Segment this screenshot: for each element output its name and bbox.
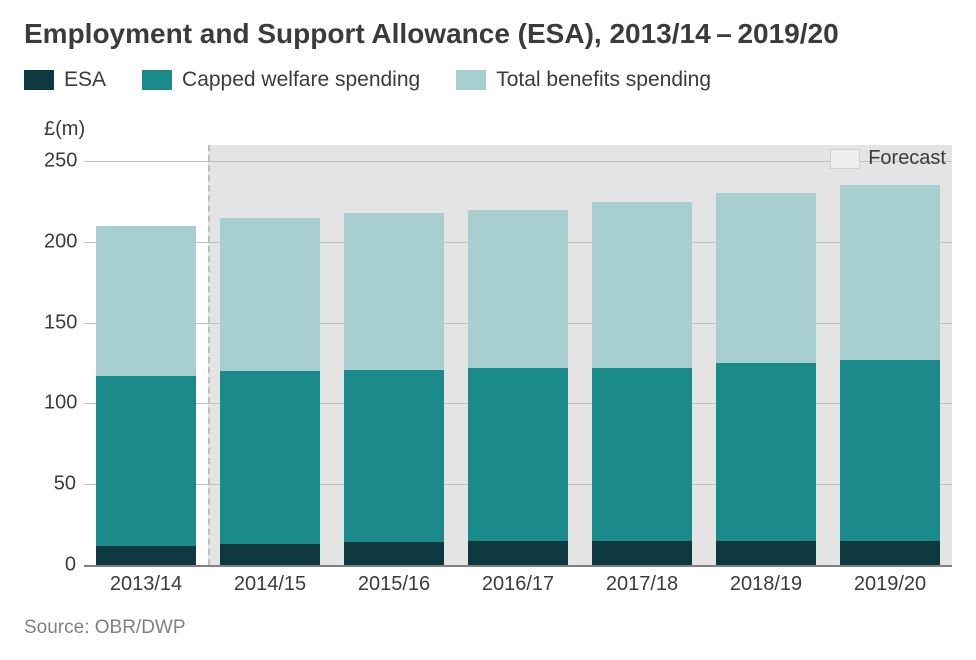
bar-segment-esa: [344, 542, 443, 565]
source-text: Source: OBR/DWP: [24, 617, 952, 639]
y-axis-title: £(m): [44, 118, 952, 141]
x-tick-label: 2017/18: [606, 573, 678, 596]
bars-layer: [84, 145, 952, 565]
chart-container: Employment and Support Allowance (ESA), …: [0, 0, 976, 660]
legend-label: Capped welfare spending: [182, 68, 420, 92]
legend-item: Capped welfare spending: [142, 68, 420, 92]
bar-segment-esa: [220, 544, 319, 565]
legend-label: Total benefits spending: [496, 68, 711, 92]
bar-segment-capped: [344, 370, 443, 543]
x-tick-label: 2014/15: [234, 573, 306, 596]
bar-segment-total: [592, 202, 691, 368]
x-tick-label: 2018/19: [730, 573, 802, 596]
forecast-swatch: [830, 149, 860, 169]
legend-swatch: [456, 70, 486, 90]
y-tick-label: 100: [44, 392, 84, 415]
bar-segment-capped: [716, 363, 815, 541]
y-tick-label: 150: [44, 311, 84, 334]
y-tick-label: 0: [44, 554, 84, 577]
bar-segment-total: [468, 210, 567, 368]
legend-swatch: [142, 70, 172, 90]
y-tick-label: 250: [44, 150, 84, 173]
bar-group: [344, 145, 443, 565]
bar-segment-esa: [96, 546, 195, 565]
bar-segment-capped: [220, 371, 319, 544]
legend: ESA Capped welfare spending Total benefits…: [24, 68, 952, 92]
bar-group: [468, 145, 567, 565]
gridline: [84, 565, 952, 567]
plot-wrap: Forecast 050100150200250: [44, 145, 952, 565]
bar-segment-total: [220, 218, 319, 371]
bar-group: [96, 145, 195, 565]
bar-group: [716, 145, 815, 565]
bar-segment-esa: [840, 541, 939, 565]
x-tick-label: 2013/14: [110, 573, 182, 596]
y-tick-label: 200: [44, 230, 84, 253]
bar-segment-capped: [96, 376, 195, 546]
bar-segment-esa: [468, 541, 567, 565]
legend-item: ESA: [24, 68, 106, 92]
x-tick-label: 2016/17: [482, 573, 554, 596]
legend-label: ESA: [64, 68, 106, 92]
bar-segment-esa: [716, 541, 815, 565]
bar-group: [220, 145, 319, 565]
bar-segment-total: [840, 185, 939, 359]
bar-group: [592, 145, 691, 565]
chart-title: Employment and Support Allowance (ESA), …: [24, 18, 952, 50]
bar-segment-total: [716, 193, 815, 363]
forecast-label: Forecast: [868, 147, 946, 170]
bar-segment-esa: [592, 541, 691, 565]
x-axis: 2013/14 2014/15 2015/16 2016/17 2017/18 2018/…: [84, 565, 952, 605]
y-tick-label: 50: [44, 473, 84, 496]
bar-segment-capped: [468, 368, 567, 541]
bar-segment-total: [96, 226, 195, 376]
legend-swatch: [24, 70, 54, 90]
plot-area: Forecast: [84, 145, 952, 565]
bar-segment-total: [344, 213, 443, 370]
bar-group: [840, 145, 939, 565]
legend-item: Total benefits spending: [456, 68, 711, 92]
bar-segment-capped: [840, 360, 939, 541]
x-tick-label: 2019/20: [854, 573, 926, 596]
x-tick-label: 2015/16: [358, 573, 430, 596]
bar-segment-capped: [592, 368, 691, 541]
forecast-legend: Forecast: [830, 147, 946, 170]
